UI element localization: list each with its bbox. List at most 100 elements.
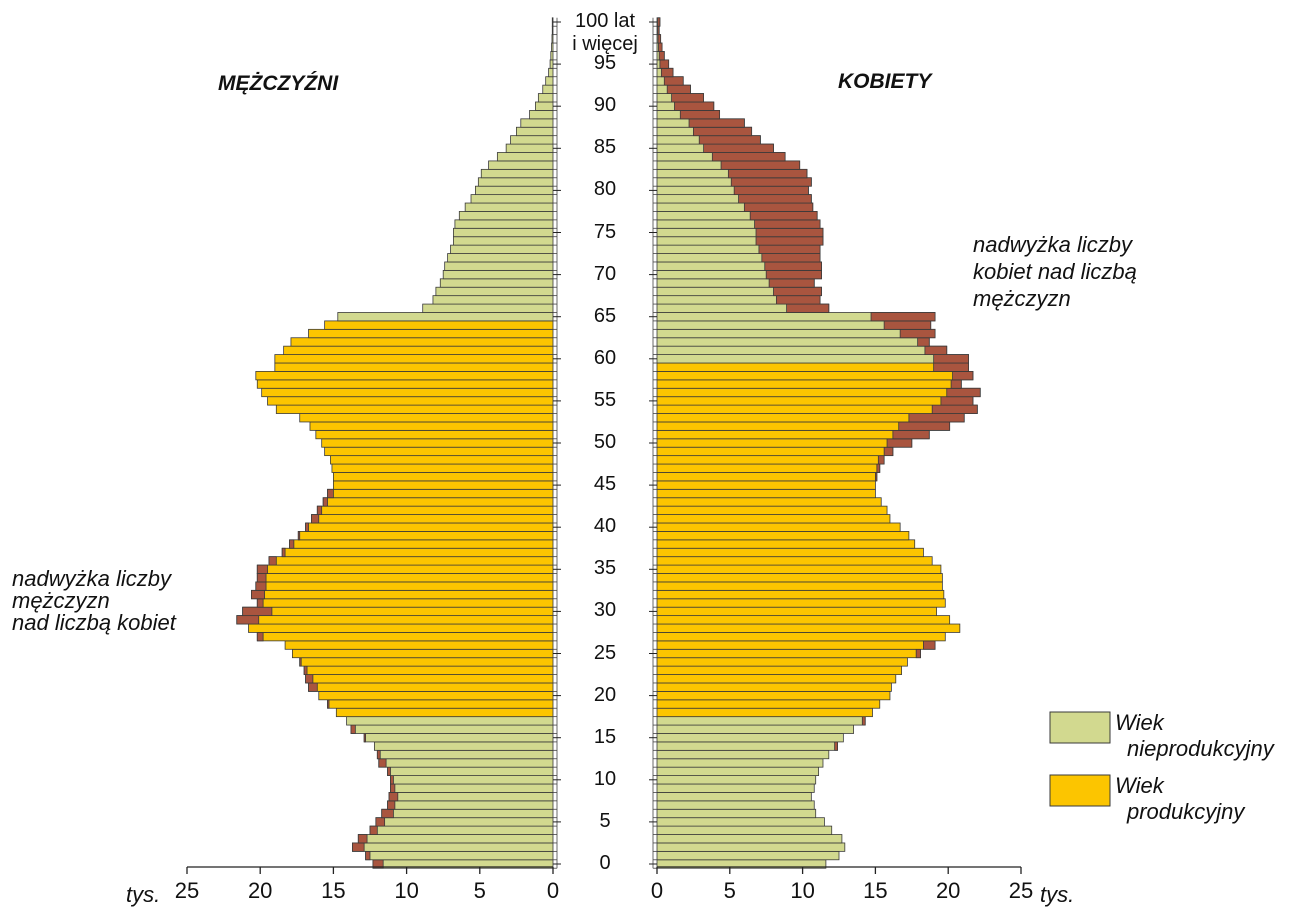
excess-bar (933, 362, 969, 372)
x-tick-label: 10 (790, 878, 815, 903)
excess-bar (703, 143, 774, 153)
bar (656, 640, 936, 650)
y-tick-label: 45 (593, 473, 617, 496)
bar (322, 497, 554, 507)
excess-bar (931, 404, 978, 414)
bar (324, 446, 554, 457)
bar (381, 808, 554, 819)
series-title: KOBIETY (838, 70, 932, 93)
bar (242, 606, 554, 617)
bar (520, 118, 554, 128)
y-tick-label: 65 (593, 304, 617, 327)
excess-bar (242, 606, 273, 617)
excess-bar (322, 497, 328, 507)
bar (656, 472, 878, 482)
excess-bar (764, 261, 822, 271)
bar (422, 303, 554, 313)
bar (321, 438, 554, 448)
excess-bar (666, 84, 691, 94)
excess-bar (883, 320, 932, 330)
excess-bar (381, 808, 394, 819)
bar (656, 800, 815, 810)
bar (656, 690, 891, 701)
excess-bar (305, 674, 314, 684)
excess-bar (899, 328, 936, 339)
bar (551, 17, 554, 27)
bar (656, 547, 924, 558)
excess-bar (327, 488, 334, 499)
excess-bar (950, 379, 962, 389)
excess-bar (365, 850, 371, 861)
excess-bar (369, 825, 378, 835)
bar (470, 194, 554, 204)
bar (656, 657, 908, 667)
bar (477, 177, 554, 187)
bar (535, 101, 554, 111)
y-tick-label: 20 (593, 683, 617, 706)
excess-bar (256, 632, 264, 642)
bar (316, 505, 554, 515)
bar (551, 42, 554, 52)
bar (464, 202, 554, 212)
bar (656, 371, 974, 381)
bar (537, 93, 554, 103)
bar (261, 387, 554, 398)
x-tick-label: 25 (174, 878, 200, 903)
x-tick-label: 5 (723, 878, 736, 903)
bar (516, 126, 554, 137)
x-tick-label: 5 (473, 878, 486, 903)
bar (365, 850, 554, 861)
bar (656, 362, 969, 372)
excess-bar (387, 800, 396, 810)
bar (656, 396, 974, 406)
excess-bar (698, 135, 761, 145)
excess-bar (660, 67, 674, 78)
bar (656, 623, 961, 633)
bar (656, 345, 948, 355)
bar (656, 387, 981, 398)
x-unit: tys. (1040, 882, 1075, 907)
bar (656, 792, 812, 802)
y-tick-label: 15 (593, 725, 617, 748)
bar (656, 438, 913, 448)
excess-bar (908, 413, 965, 423)
excess-bar (834, 741, 838, 751)
excess-bar (755, 236, 824, 246)
excess-bar (387, 766, 391, 776)
bar (289, 539, 554, 549)
bar (551, 34, 554, 44)
bar (656, 539, 916, 549)
bar (656, 446, 894, 457)
bar (256, 379, 554, 389)
bar (496, 152, 554, 162)
y-tick-label: 55 (593, 388, 617, 411)
annotation: nadwyżka liczby kobiet nad liczbą mężczy… (973, 232, 1137, 311)
bar (656, 724, 854, 734)
excess-bar (758, 244, 821, 254)
bar (656, 497, 882, 507)
bar (327, 488, 554, 499)
y-tick-label: 70 (593, 262, 617, 285)
x-tick-label: 0 (546, 878, 560, 903)
x-tick-label: 20 (935, 878, 961, 903)
bar (450, 244, 554, 254)
excess-bar (754, 219, 821, 229)
bar (529, 110, 554, 120)
bar (656, 337, 930, 347)
bar (303, 665, 554, 675)
bar (656, 522, 901, 532)
y-tick-label: 35 (593, 557, 617, 580)
bar (332, 472, 554, 482)
excess-bar (256, 598, 264, 608)
y-tick-label: 95 (593, 52, 617, 75)
excess-bar (733, 185, 809, 196)
bar (267, 396, 554, 406)
bar (331, 463, 554, 473)
excess-bar (663, 76, 684, 86)
excess-bar (688, 118, 745, 128)
bar (283, 345, 554, 355)
excess-bar (786, 303, 830, 313)
bar (453, 236, 554, 246)
excess-bar (886, 438, 913, 448)
